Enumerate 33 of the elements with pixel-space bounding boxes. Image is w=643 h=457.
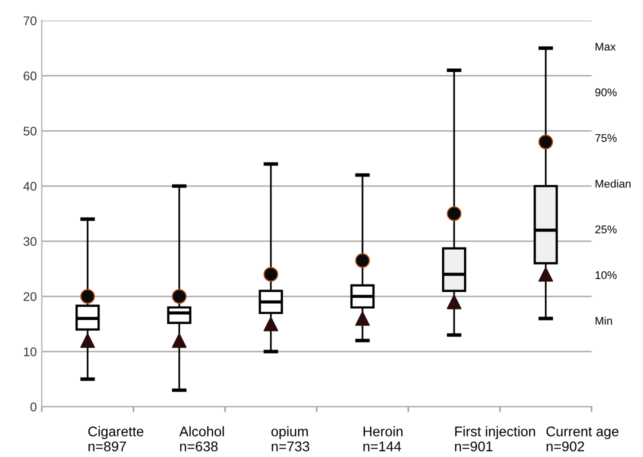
point bbox=[538, 134, 554, 150]
point bbox=[538, 267, 554, 282]
y-tick-label: 40 bbox=[23, 182, 36, 191]
text: 75% bbox=[595, 134, 617, 142]
point bbox=[172, 333, 187, 348]
x-tick-label: Current age n=902 bbox=[546, 426, 618, 452]
point bbox=[355, 253, 370, 268]
y-tick-label: 60 bbox=[24, 72, 36, 80]
x-tick-label: opium n=733 bbox=[271, 426, 310, 452]
point bbox=[172, 289, 187, 304]
point bbox=[264, 316, 278, 332]
x-tick-label: Alcohol n=638 bbox=[179, 426, 224, 452]
y-tick-label: 20 bbox=[24, 292, 36, 302]
text: Min bbox=[596, 316, 612, 325]
text: Max bbox=[596, 42, 616, 51]
point bbox=[80, 289, 95, 304]
text: 25% bbox=[595, 225, 617, 234]
point bbox=[80, 333, 95, 348]
y-tick-label: 0 bbox=[30, 402, 36, 412]
point bbox=[446, 206, 462, 221]
y-tick-label: 70 bbox=[24, 16, 36, 26]
y-tick-label: 10 bbox=[24, 347, 36, 356]
x-tick-label: Heroin n=144 bbox=[363, 426, 403, 452]
text: 10% bbox=[596, 271, 617, 280]
text: 90% bbox=[595, 88, 617, 96]
point bbox=[264, 267, 278, 282]
y-tick-label: 50 bbox=[24, 126, 36, 136]
text: Median bbox=[596, 180, 630, 188]
x-tick-label: Cigarette n=897 bbox=[88, 426, 144, 452]
point bbox=[355, 311, 370, 326]
y-tick-label: 30 bbox=[24, 237, 36, 246]
point bbox=[446, 294, 462, 310]
x-tick-label: First injection n=901 bbox=[455, 426, 536, 452]
